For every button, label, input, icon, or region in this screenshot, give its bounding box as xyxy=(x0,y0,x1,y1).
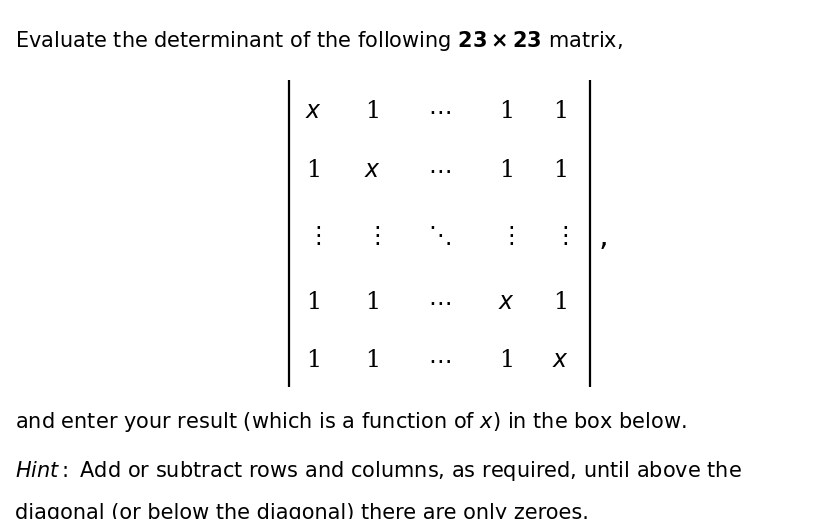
Text: 1: 1 xyxy=(306,291,321,313)
Text: ,: , xyxy=(598,222,608,251)
Text: $\mathit{Hint:}$ Add or subtract rows and columns, as required, until above the: $\mathit{Hint:}$ Add or subtract rows an… xyxy=(15,459,741,483)
Text: and enter your result (which is a function of $x$) in the box below.: and enter your result (which is a functi… xyxy=(15,410,686,434)
Text: $\vdots$: $\vdots$ xyxy=(306,225,321,248)
Text: 1: 1 xyxy=(553,291,568,313)
Text: $\cdots$: $\cdots$ xyxy=(427,159,451,182)
Text: $x$: $x$ xyxy=(552,349,568,372)
Text: $x$: $x$ xyxy=(497,291,514,313)
Text: 1: 1 xyxy=(553,100,568,123)
Text: $\cdots$: $\cdots$ xyxy=(427,349,451,372)
Text: $\vdots$: $\vdots$ xyxy=(553,225,568,248)
Text: 1: 1 xyxy=(553,159,568,182)
Text: diagonal (or below the diagonal) there are only zeroes.: diagonal (or below the diagonal) there a… xyxy=(15,503,589,519)
Text: $\cdots$: $\cdots$ xyxy=(427,291,451,313)
Text: 1: 1 xyxy=(498,100,513,123)
Text: 1: 1 xyxy=(498,159,513,182)
Text: 1: 1 xyxy=(306,349,321,372)
Text: Evaluate the determinant of the following $\mathbf{23 \times 23}$ matrix,: Evaluate the determinant of the followin… xyxy=(15,29,622,52)
Text: $\vdots$: $\vdots$ xyxy=(498,225,513,248)
Text: 1: 1 xyxy=(364,100,380,123)
Text: $x$: $x$ xyxy=(364,159,380,182)
Text: 1: 1 xyxy=(364,349,380,372)
Text: $\ddots$: $\ddots$ xyxy=(427,225,451,248)
Text: $x$: $x$ xyxy=(305,100,322,123)
Text: 1: 1 xyxy=(364,291,380,313)
Text: 1: 1 xyxy=(498,349,513,372)
Text: $\cdots$: $\cdots$ xyxy=(427,100,451,123)
Text: $\vdots$: $\vdots$ xyxy=(364,225,380,248)
Text: 1: 1 xyxy=(306,159,321,182)
